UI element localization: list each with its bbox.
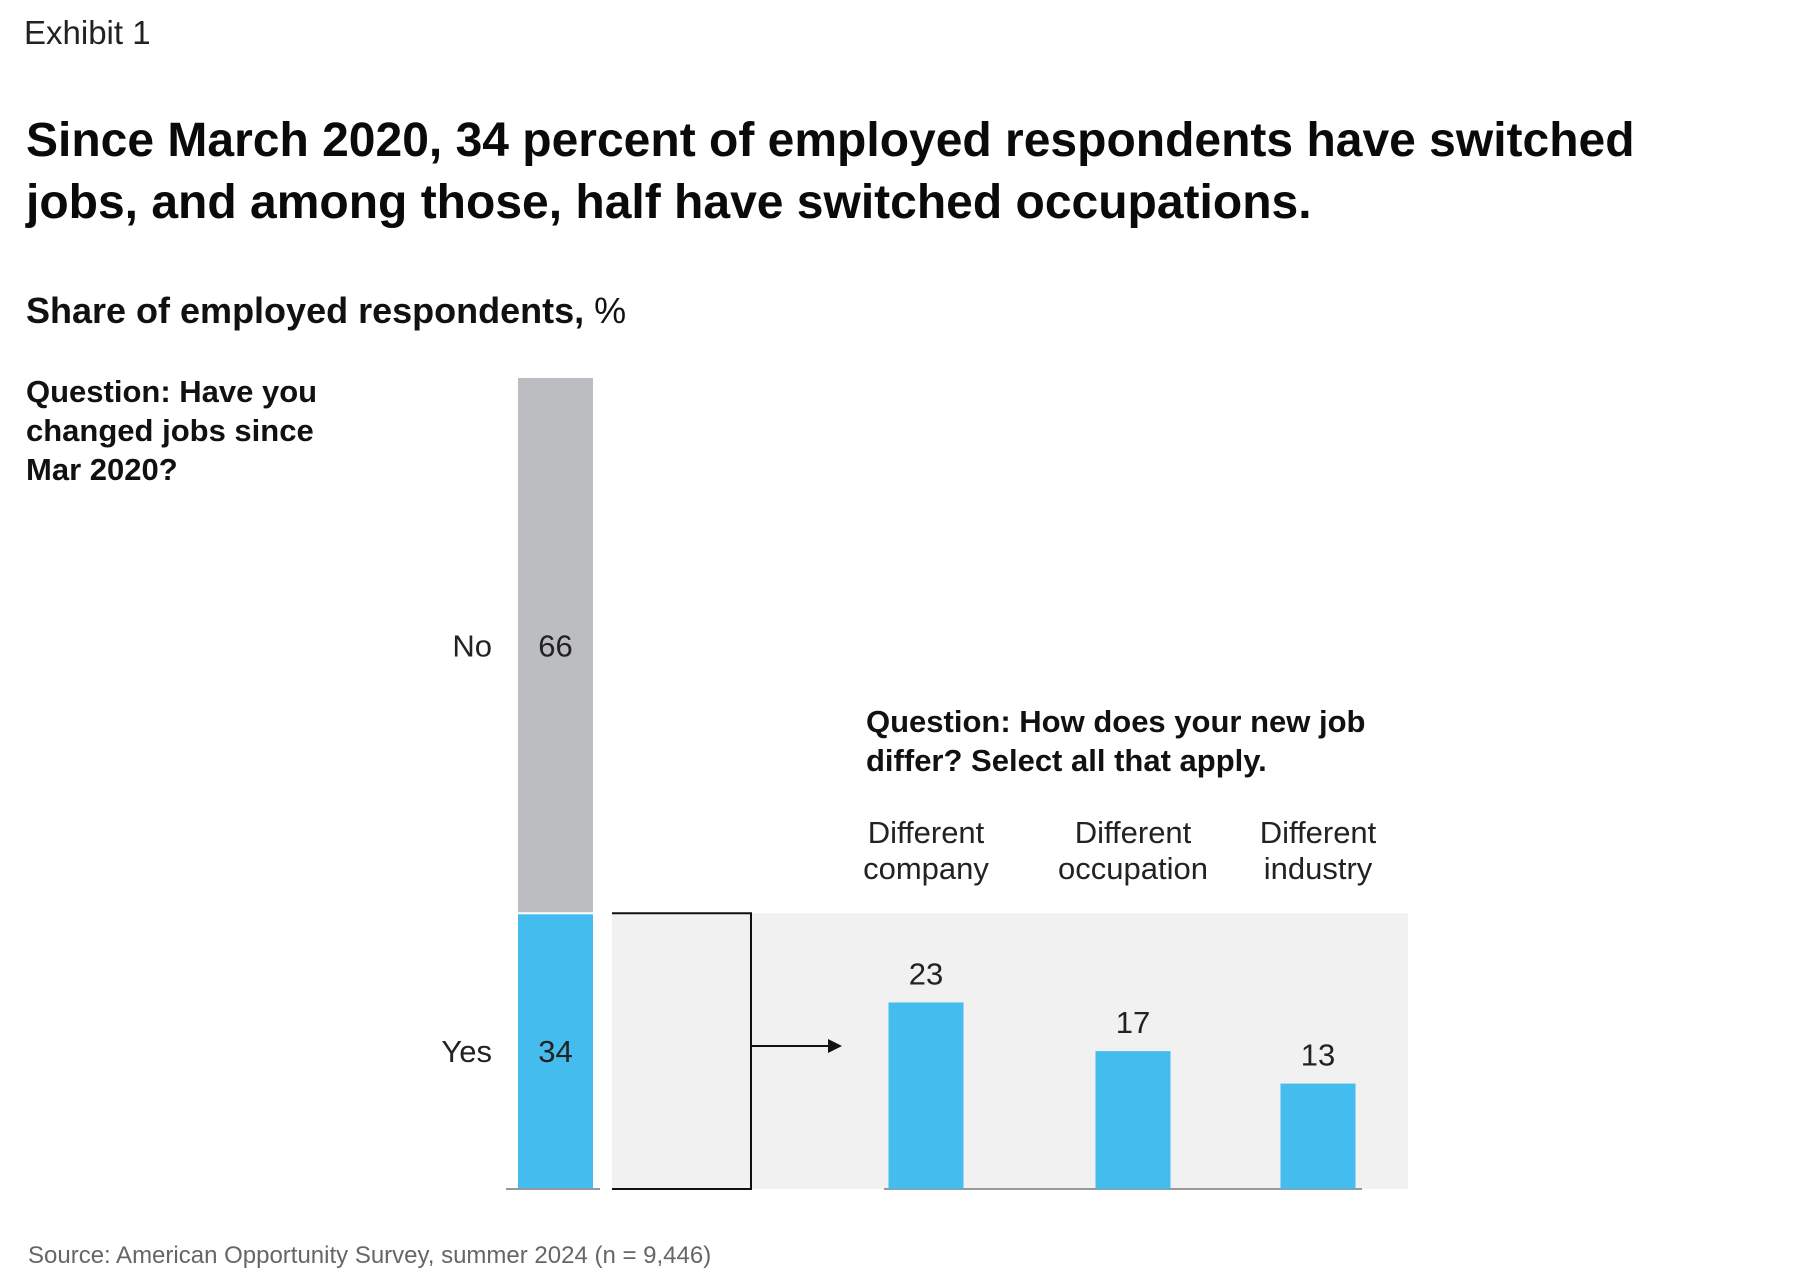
bar-occupation [1095,1051,1171,1189]
category-label-occupation-line1: Different [1075,815,1192,850]
bar-segment-no [518,378,593,914]
question-job-difference: Question: How does your new job differ? … [866,704,1366,778]
bracket [612,912,752,1190]
value-no: 66 [538,629,572,664]
arrow-head [828,1039,842,1053]
subtitle-unit: % [594,290,627,331]
subtitle-main: Share of employed respondents, [26,290,585,331]
value-yes: 34 [538,1034,572,1069]
category-label-industry-line2: industry [1264,851,1373,886]
value-occupation: 17 [1116,1005,1150,1040]
value-company: 23 [909,956,943,991]
exhibit-label: Exhibit 1 [24,14,151,51]
value-industry: 13 [1301,1038,1335,1073]
label-yes: Yes [441,1034,492,1069]
bar-segment-yes [518,913,593,1189]
category-label-company-line1: Different [868,815,985,850]
breakdown-panel [612,913,1408,1189]
chart-title: Since March 2020, 34 percent of employed… [26,114,1635,229]
category-label-industry-line1: Different [1260,815,1377,850]
chart-subtitle: Share of employed respondents, % [26,290,626,332]
category-label-occupation-line2: occupation [1058,851,1208,886]
bar-industry [1280,1083,1356,1189]
category-label-company-line2: company [863,851,989,886]
label-no: No [452,629,492,664]
question-changed-jobs: Question: Have you changed jobs since Ma… [26,374,318,487]
source-note: Source: American Opportunity Survey, sum… [28,1242,712,1269]
bar-company [888,1002,964,1189]
